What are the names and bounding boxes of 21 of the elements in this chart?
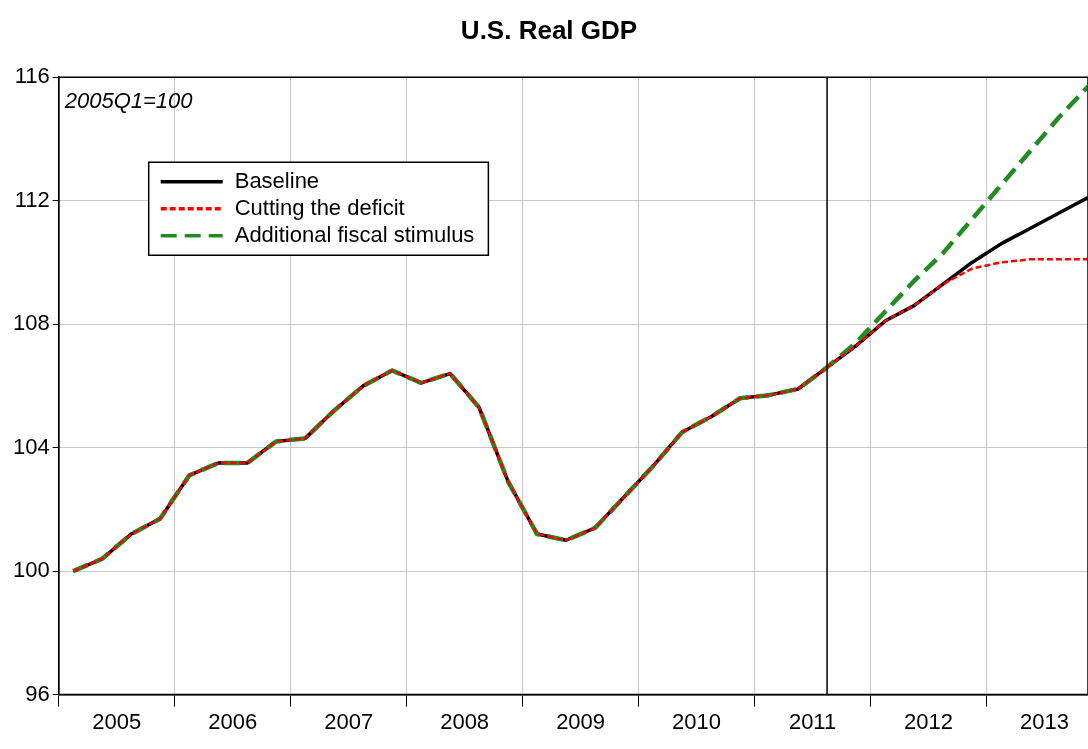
legend-label: Additional fiscal stimulus bbox=[234, 221, 475, 247]
x-tick-label: 2012 bbox=[904, 708, 954, 734]
y-tick-label: 100 bbox=[12, 557, 50, 583]
annotation: 2005Q1=100 bbox=[63, 88, 194, 114]
x-tick-label: 2011 bbox=[788, 708, 837, 734]
y-tick-label: 104 bbox=[12, 433, 50, 459]
x-tick-label: 2007 bbox=[324, 708, 374, 734]
y-tick-label: 112 bbox=[14, 186, 50, 212]
line-series bbox=[71, 258, 1088, 573]
x-tick-label: 2005 bbox=[92, 708, 142, 734]
y-tick-label: 108 bbox=[12, 310, 50, 336]
legend-label: Baseline bbox=[234, 167, 320, 193]
y-tick-label: 116 bbox=[14, 63, 50, 89]
x-tick-label: 2008 bbox=[440, 708, 490, 734]
x-tick-label: 2009 bbox=[556, 708, 606, 734]
y-tick-label: 96 bbox=[25, 680, 50, 706]
x-tick-label: 2013 bbox=[1020, 708, 1069, 734]
x-tick-label: 2006 bbox=[208, 708, 258, 734]
chart-title: U.S. Real GDP bbox=[460, 14, 638, 45]
x-tick-label: 2010 bbox=[672, 708, 722, 734]
legend-label: Cutting the deficit bbox=[234, 194, 405, 220]
